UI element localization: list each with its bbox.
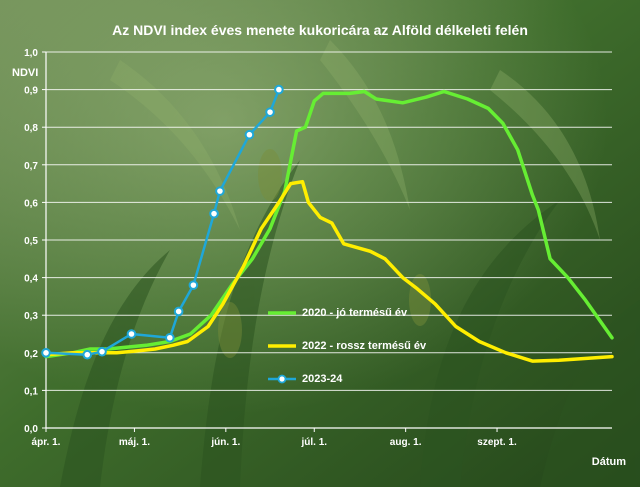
data-point-2023-24 xyxy=(244,129,255,140)
y-tick-label: 0,1 xyxy=(24,386,38,397)
series-lines xyxy=(41,84,614,363)
data-point-2023-24 xyxy=(173,306,184,317)
legend-label-2022: 2022 - rossz termésű év xyxy=(302,339,427,352)
data-point-2023-24 xyxy=(97,346,107,357)
x-tick-label: máj. 1. xyxy=(119,437,150,448)
chart-title: Az NDVI index éves menete kukoricára az … xyxy=(112,22,528,38)
y-tick-label: 0,0 xyxy=(24,424,38,435)
legend: 2020 - jó termésű év 2022 - rossz termés… xyxy=(268,296,426,395)
data-point-2023-24 xyxy=(209,208,219,219)
data-point-2023-24 xyxy=(41,348,51,358)
legend-swatch-2022 xyxy=(268,343,296,348)
y-tick-label: 0,6 xyxy=(24,198,38,209)
x-tick-labels: ápr. 1. máj. 1. jún. 1. júl. 1. aug. 1. szept… xyxy=(32,437,517,448)
data-point-2023-24 xyxy=(274,84,284,95)
data-point-2023-24 xyxy=(188,280,199,290)
x-tick-label: júl. 1. xyxy=(300,437,327,448)
y-tick-label: 0,2 xyxy=(24,349,38,360)
data-point-2023-24 xyxy=(265,107,275,117)
y-tick-labels: 0,0 0,1 0,2 0,3 0,4 0,5 0,6 0,7 0,8 0,9 1,0 xyxy=(24,48,38,435)
x-tick-label: aug. 1. xyxy=(390,437,422,448)
legend-swatch-2023-24 xyxy=(268,374,296,383)
data-point-2023-24 xyxy=(165,332,175,343)
y-tick-label: 0,8 xyxy=(24,123,38,134)
y-axis-label: NDVI xyxy=(12,67,39,79)
data-point-2023-24 xyxy=(82,349,93,360)
series-line-2022-rossz-term-s-v xyxy=(44,179,614,363)
legend-label-2020: 2020 - jó termésű év xyxy=(302,306,408,319)
data-point-2023-24 xyxy=(215,186,225,196)
legend-item-2023-24: 2023-24 xyxy=(268,362,426,395)
y-tick-label: 0,7 xyxy=(24,161,38,172)
axes xyxy=(42,51,612,432)
gridlines xyxy=(46,51,612,391)
x-tick-label: szept. 1. xyxy=(477,437,517,448)
y-tick-label: 1,0 xyxy=(24,48,38,59)
y-tick-label: 0,9 xyxy=(24,86,38,97)
legend-swatch-2020 xyxy=(268,310,296,315)
y-tick-label: 0,4 xyxy=(24,274,38,285)
y-tick-label: 0,3 xyxy=(24,311,38,322)
x-tick-label: ápr. 1. xyxy=(32,437,61,448)
x-tick-label: jún. 1. xyxy=(210,437,240,448)
legend-item-2022: 2022 - rossz termésű év xyxy=(268,329,426,362)
data-point-2023-24 xyxy=(126,329,137,339)
x-axis-label: Dátum xyxy=(591,456,626,468)
legend-label-2023-24: 2023-24 xyxy=(302,372,343,385)
y-tick-label: 0,5 xyxy=(24,236,38,247)
legend-item-2020: 2020 - jó termésű év xyxy=(268,296,426,329)
